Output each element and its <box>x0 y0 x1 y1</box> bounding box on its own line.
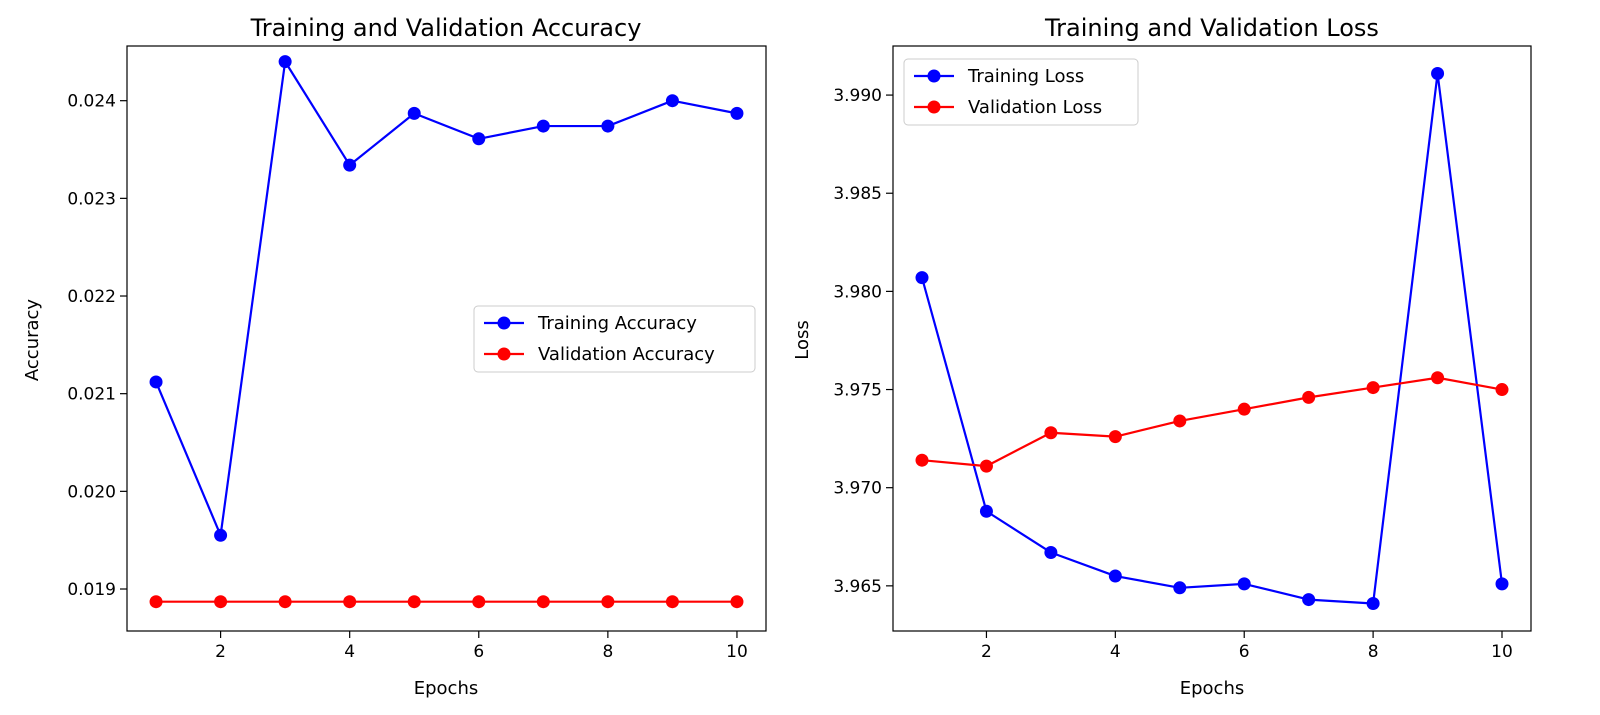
loss-xtick-label: 4 <box>1110 642 1121 662</box>
accuracy-chart-ticks: 2 4 6 8 10 0.019 0.020 0.021 0.022 0.023 0.024 <box>67 92 747 662</box>
loss-ytick-label: 3.980 <box>833 282 882 302</box>
accuracy-ytick-label: 0.020 <box>67 482 116 502</box>
training-loss-point <box>979 504 993 518</box>
accuracy-chart-lines <box>155 60 738 603</box>
training-loss-point <box>1108 569 1122 583</box>
validation-loss-legend-label: Validation Loss <box>968 97 1102 118</box>
accuracy-chart: Training and Validation Accuracy Epochs … <box>22 14 767 699</box>
validation-loss-point <box>1366 381 1380 395</box>
accuracy-ytick-label: 0.021 <box>67 385 116 405</box>
accuracy-chart-markers <box>149 55 744 609</box>
validation-accuracy-point <box>149 595 163 609</box>
accuracy-chart-title: Training and Validation Accuracy <box>250 14 642 42</box>
training-loss-legend-marker <box>927 69 941 83</box>
loss-chart-xlabel: Epochs <box>1180 678 1245 699</box>
accuracy-xtick-label: 4 <box>344 642 355 662</box>
loss-chart: Training and Validation Loss Epochs Loss… <box>792 14 1532 699</box>
accuracy-ytick-label: 0.019 <box>67 580 116 600</box>
validation-accuracy-point <box>278 595 292 609</box>
validation-loss-point <box>1302 390 1316 404</box>
validation-accuracy-point <box>601 595 615 609</box>
loss-xtick-label: 10 <box>1491 642 1513 662</box>
loss-xtick-label: 6 <box>1239 642 1250 662</box>
accuracy-xtick-label: 8 <box>602 642 613 662</box>
accuracy-xtick-label: 6 <box>473 642 484 662</box>
accuracy-chart-xlabel: Epochs <box>414 678 479 699</box>
training-accuracy-point <box>730 106 744 120</box>
loss-ytick-label: 3.985 <box>833 184 882 204</box>
loss-chart-lines <box>920 72 1504 605</box>
loss-chart-ylabel: Loss <box>792 320 813 359</box>
loss-chart-title: Training and Validation Loss <box>1044 14 1379 42</box>
training-loss-point <box>1044 545 1058 559</box>
loss-chart-markers <box>915 66 1509 611</box>
training-accuracy-line <box>155 60 738 537</box>
validation-loss-point <box>915 453 929 467</box>
validation-loss-line <box>921 376 1503 468</box>
validation-loss-point <box>1173 414 1187 428</box>
training-loss-point <box>1237 577 1251 591</box>
validation-loss-point <box>1108 430 1122 444</box>
loss-chart-ticks: 2 4 6 8 10 3.965 3.970 3.975 3.980 3.985 3.990 <box>833 86 1512 662</box>
validation-accuracy-point <box>730 595 744 609</box>
validation-loss-point <box>1237 402 1251 416</box>
training-accuracy-point <box>214 528 228 542</box>
training-accuracy-point <box>536 119 550 133</box>
validation-loss-point <box>979 459 993 473</box>
loss-ytick-label: 3.970 <box>833 479 882 499</box>
training-accuracy-legend-label: Training Accuracy <box>537 313 697 334</box>
validation-accuracy-point <box>343 595 357 609</box>
accuracy-xtick-label: 10 <box>726 642 748 662</box>
training-loss-point <box>1302 593 1316 607</box>
accuracy-legend-box <box>473 305 756 373</box>
training-loss-point <box>1431 66 1445 80</box>
training-accuracy-point <box>665 94 679 108</box>
loss-chart-legend: Training Loss Validation Loss <box>903 58 1139 126</box>
loss-chart-frame <box>892 45 1532 632</box>
validation-loss-point <box>1431 371 1445 385</box>
validation-loss-point <box>1495 383 1509 397</box>
loss-ytick-label: 3.975 <box>833 381 882 401</box>
loss-xtick-label: 8 <box>1368 642 1379 662</box>
training-loss-point <box>915 271 929 285</box>
training-loss-legend-label: Training Loss <box>967 66 1084 87</box>
training-accuracy-legend-marker <box>497 316 511 330</box>
training-accuracy-point <box>601 119 615 133</box>
loss-legend-box <box>903 58 1139 126</box>
accuracy-xtick-label: 2 <box>215 642 226 662</box>
loss-ytick-label: 3.965 <box>833 577 882 597</box>
training-loss-point <box>1495 577 1509 591</box>
training-loss-line <box>920 72 1504 605</box>
training-accuracy-point <box>149 375 163 389</box>
validation-accuracy-legend-label: Validation Accuracy <box>538 344 715 365</box>
training-accuracy-point <box>278 55 292 69</box>
loss-xtick-label: 2 <box>981 642 992 662</box>
accuracy-ytick-label: 0.022 <box>67 287 116 307</box>
validation-accuracy-point <box>665 595 679 609</box>
accuracy-chart-frame <box>126 45 767 632</box>
accuracy-chart-ylabel: Accuracy <box>22 299 43 382</box>
validation-accuracy-legend-marker <box>497 347 511 361</box>
accuracy-chart-legend: Training Accuracy Validation Accuracy <box>473 305 756 373</box>
accuracy-ytick-label: 0.023 <box>67 189 116 209</box>
training-loss-point <box>1366 597 1380 611</box>
training-accuracy-point <box>407 106 421 120</box>
validation-loss-point <box>1044 426 1058 440</box>
training-accuracy-point <box>472 132 486 146</box>
training-accuracy-point <box>343 158 357 172</box>
validation-accuracy-point <box>472 595 486 609</box>
training-loss-point <box>1173 581 1187 595</box>
validation-accuracy-point <box>214 595 228 609</box>
validation-loss-legend-marker <box>927 100 941 114</box>
accuracy-ytick-label: 0.024 <box>67 92 116 112</box>
validation-accuracy-point <box>407 595 421 609</box>
validation-accuracy-point <box>536 595 550 609</box>
loss-ytick-label: 3.990 <box>833 86 882 106</box>
